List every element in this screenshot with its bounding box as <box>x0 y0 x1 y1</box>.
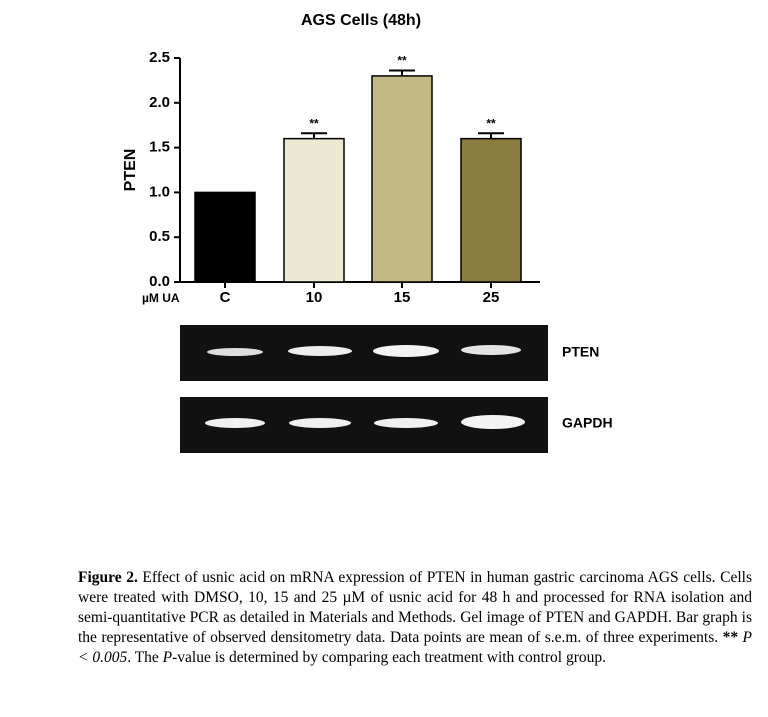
gel-label: PTEN <box>562 344 599 360</box>
gel-bands <box>205 345 525 429</box>
y-axis-label: PTEN <box>122 149 139 192</box>
caption-stars: ** <box>722 629 739 646</box>
x-axis-label: µM UA <box>142 291 180 305</box>
bar <box>194 191 256 283</box>
y-tick-label: 0.0 <box>149 273 170 290</box>
bar <box>371 75 433 283</box>
x-tick-label: 10 <box>306 289 323 306</box>
annotation: ** <box>397 54 407 68</box>
y-tick-label: 2.0 <box>149 94 170 111</box>
caption-label: Figure 2. <box>78 569 138 586</box>
caption-p-value: P < 0.005 <box>78 629 753 666</box>
bar <box>283 137 345 283</box>
y-tick-label: 2.5 <box>149 49 170 66</box>
figure: AGS Cells (48h) PTEN µM UA PTEN GAPDH 0.… <box>122 12 613 453</box>
y-tick-label: 0.5 <box>149 228 170 245</box>
caption-p: P <box>162 649 173 666</box>
gel-label: GAPDH <box>562 415 613 431</box>
chart-title: AGS Cells (48h) <box>301 12 421 29</box>
y-tick-label: 1.5 <box>149 139 170 156</box>
caption-text: Effect of usnic acid on mRNA expression … <box>78 569 752 646</box>
y-tick-label: 1.0 <box>149 183 170 200</box>
x-tick-label: C <box>220 289 231 306</box>
x-tick-label: 15 <box>394 289 411 306</box>
annotation: ** <box>309 116 319 130</box>
annotation: ** <box>486 116 496 130</box>
caption: Figure 2. Effect of usnic acid on mRNA e… <box>78 568 752 668</box>
caption-text: . The <box>127 649 163 666</box>
x-tick-label: 25 <box>483 289 500 306</box>
bar <box>460 137 522 283</box>
caption-text: -value is determined by comparing each t… <box>172 649 606 666</box>
